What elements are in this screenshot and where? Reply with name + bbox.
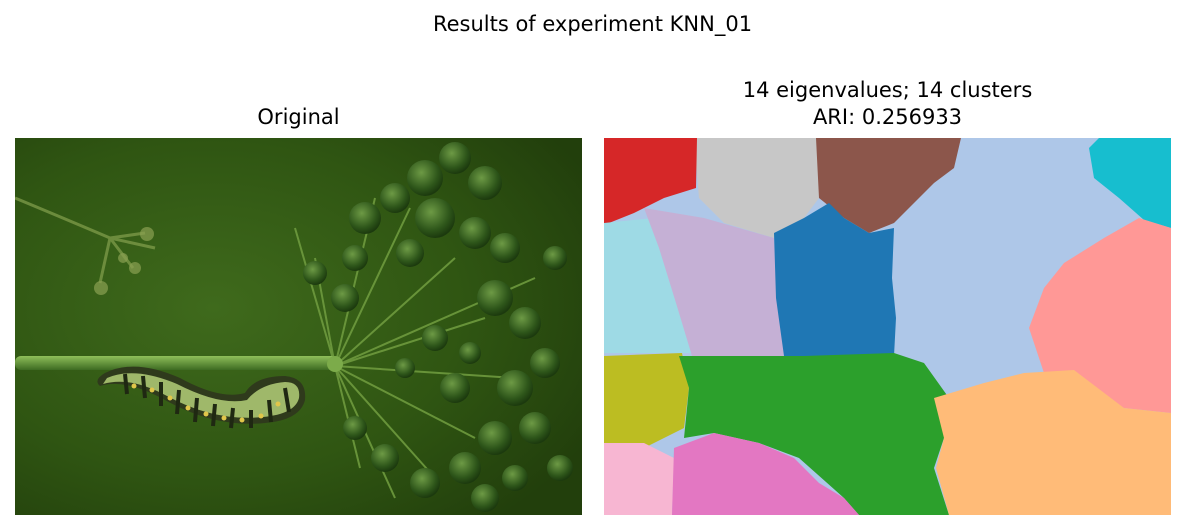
segmentation-map [604, 138, 1171, 515]
caterpillar-photo-icon [15, 138, 582, 515]
segment-light-pink [604, 443, 674, 515]
segment-light-cyan [604, 218, 694, 353]
segmentation-panel-title: 14 eigenvalues; 14 clusters ARI: 0.25693… [604, 77, 1171, 131]
original-image [15, 138, 582, 515]
segmentation-title-line1: 14 eigenvalues; 14 clusters [742, 78, 1033, 102]
segment-lavender [644, 208, 784, 356]
segment-magenta [672, 433, 859, 515]
segment-red [604, 138, 697, 223]
figure-title: Results of experiment KNN_01 [432, 12, 753, 36]
original-panel-title: Original [257, 105, 340, 129]
segment-brown [816, 138, 961, 233]
segment-cyan [1089, 138, 1171, 228]
cluster-segmentation-image [604, 138, 1171, 515]
segment-blue [774, 203, 896, 356]
segmentation-title-line2: ARI: 0.256933 [812, 105, 963, 129]
segment-peach [934, 370, 1171, 515]
segment-olive [604, 353, 689, 450]
segment-gray [694, 138, 819, 238]
segment-green [679, 353, 949, 515]
segment-salmon [1029, 218, 1171, 413]
